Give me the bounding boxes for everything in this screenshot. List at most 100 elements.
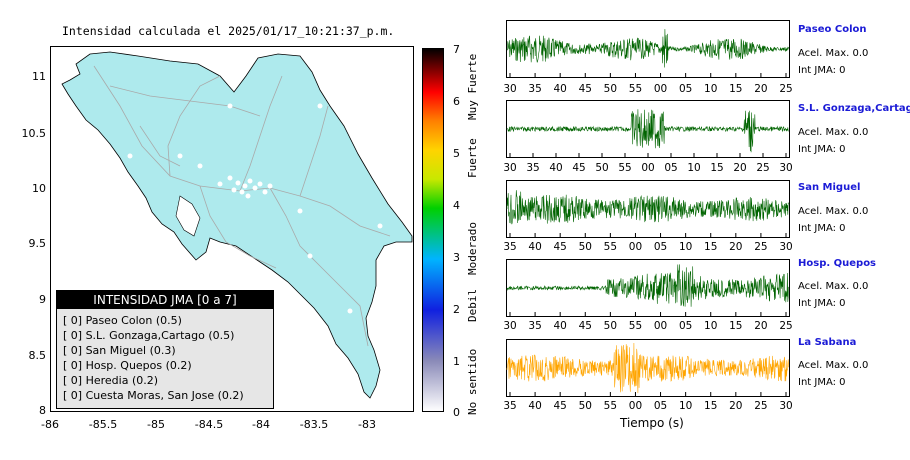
map-xtick: -86 — [41, 418, 59, 431]
waveform-tick: 10 — [678, 400, 693, 412]
station-acel: Acel. Max. 0.0 — [798, 127, 869, 138]
intensity-legend: INTENSIDAD JMA [0 a 7] [ 0] Paseo Colon … — [56, 290, 274, 409]
map-xtick: -83 — [358, 418, 376, 431]
station-jma: Int JMA: 0 — [798, 144, 846, 155]
station-name: La Sabana — [798, 337, 857, 348]
station-acel: Acel. Max. 0.0 — [798, 48, 869, 59]
waveform-tick: 10 — [678, 241, 693, 253]
map-xtick: -84 — [252, 418, 270, 431]
legend-item: [ 0] San Miguel (0.3) — [63, 344, 176, 357]
map-ytick: 11 — [32, 70, 46, 83]
waveform-tick: 35 — [528, 83, 542, 95]
waveform-panel — [506, 259, 790, 317]
waveform-trace — [506, 342, 789, 394]
legend-item: [ 0] Cuesta Moras, San Jose (0.2) — [63, 389, 244, 402]
waveform-tick: 20 — [754, 320, 768, 332]
waveform-tick: 35 — [503, 241, 517, 253]
page-title: Intensidad calculada el 2025/01/17_10:21… — [62, 24, 395, 38]
map-ytick: 10 — [32, 182, 46, 195]
station-acel: Acel. Max. 0.0 — [798, 206, 869, 217]
legend-item: [ 0] S.L. Gonzaga,Cartago (0.5) — [63, 329, 235, 342]
waveform-tick: 25 — [754, 241, 768, 253]
waveform-tick: 50 — [595, 162, 609, 174]
waveform-tick: 55 — [603, 400, 618, 412]
station-name: S.L. Gonzaga,Cartago — [798, 103, 910, 114]
waveform-tick: 30 — [779, 162, 793, 174]
waveform-tick: 00 — [628, 241, 643, 253]
waveform-tick: 45 — [578, 83, 592, 95]
waveform-tick: 10 — [687, 162, 701, 174]
map-ytick: 9.5 — [28, 237, 47, 250]
colorbar-label: Fuerte — [466, 138, 479, 178]
waveform-ticks: 30 35 40 45 50 55 00 05 10 15 20 25 30 — [503, 162, 793, 176]
colorbar-tick: 5 — [453, 147, 460, 160]
map-ytick: 10.5 — [21, 127, 47, 140]
waveform-ticks: 35 40 45 50 55 00 05 10 15 20 25 30 — [503, 241, 793, 255]
waveform-tick: 25 — [779, 320, 793, 332]
station-acel: Acel. Max. 0.0 — [798, 281, 869, 292]
waveform-tick: 30 — [503, 83, 517, 95]
waveform-trace — [506, 190, 789, 225]
colorbar-label: Moderado — [466, 222, 479, 275]
waveform-panel — [506, 100, 790, 158]
waveform-tick: 40 — [553, 320, 567, 332]
colorbar-tick: 0 — [453, 406, 460, 419]
waveform-panel — [506, 180, 790, 238]
colorbar-tick: 4 — [453, 199, 460, 212]
waveform-trace — [506, 264, 789, 307]
waveform-tick: 10 — [704, 320, 718, 332]
map-xtick: -83.5 — [299, 418, 329, 431]
waveform-tick: 35 — [526, 162, 540, 174]
waveform-tick: 30 — [503, 162, 517, 174]
waveform-tick: 45 — [553, 400, 567, 412]
waveform-tick: 45 — [572, 162, 586, 174]
waveform-tick: 15 — [729, 83, 743, 95]
waveform-tick: 05 — [664, 162, 678, 174]
legend-item: [ 0] Paseo Colon (0.5) — [63, 314, 182, 327]
map-xtick: -85 — [147, 418, 165, 431]
waveform-tick: 05 — [653, 241, 668, 253]
waveform-tick: 30 — [779, 400, 793, 412]
waveform-tick: 55 — [618, 162, 632, 174]
waveform-tick: 30 — [779, 241, 793, 253]
waveform-tick: 35 — [528, 320, 542, 332]
colorbar-tick: 1 — [453, 355, 460, 368]
colorbar-tick: 2 — [453, 303, 460, 316]
waveform-tick: 05 — [678, 320, 693, 332]
waveform-tick: 40 — [549, 162, 563, 174]
waveform-tick: 45 — [553, 241, 567, 253]
waveform-xlabel: Tiempo (s) — [620, 416, 684, 430]
station-name: San Miguel — [798, 182, 861, 193]
waveform-tick: 00 — [628, 400, 643, 412]
waveform-tick: 00 — [653, 320, 668, 332]
waveform-panel — [506, 20, 790, 78]
waveform-tick: 15 — [704, 400, 718, 412]
waveform-tick: 40 — [528, 241, 542, 253]
waveform-tick: 35 — [503, 400, 517, 412]
waveform-ticks: 30 35 40 45 50 55 00 05 10 15 20 25 — [503, 320, 793, 334]
waveform-tick: 45 — [578, 320, 592, 332]
waveform-ticks: 35 40 45 50 55 00 05 10 15 20 25 30 — [503, 400, 793, 414]
waveform-tick: 15 — [729, 320, 743, 332]
waveform-tick: 15 — [704, 241, 718, 253]
intensity-colorbar — [422, 48, 444, 412]
station-acel: Acel. Max. 0.0 — [798, 360, 869, 371]
map-xtick: -84.5 — [194, 418, 224, 431]
waveform-tick: 05 — [653, 400, 668, 412]
waveform-tick: 55 — [603, 241, 618, 253]
waveform-tick: 25 — [754, 400, 768, 412]
waveform-tick: 40 — [553, 83, 567, 95]
legend-item: [ 0] Heredia (0.2) — [63, 374, 159, 387]
station-jma: Int JMA: 0 — [798, 65, 846, 76]
legend-item: [ 0] Hosp. Quepos (0.2) — [63, 359, 192, 372]
waveform-frame — [506, 339, 790, 397]
station-name: Paseo Colon — [798, 24, 867, 35]
station-jma: Int JMA: 0 — [798, 377, 846, 388]
waveform-tick: 50 — [578, 241, 592, 253]
waveform-tick: 15 — [710, 162, 724, 174]
waveform-panel — [506, 339, 790, 397]
waveform-tick: 00 — [641, 162, 655, 174]
waveform-tick: 50 — [578, 400, 592, 412]
waveform-tick: 10 — [704, 83, 718, 95]
colorbar-label: Debil — [466, 288, 479, 322]
